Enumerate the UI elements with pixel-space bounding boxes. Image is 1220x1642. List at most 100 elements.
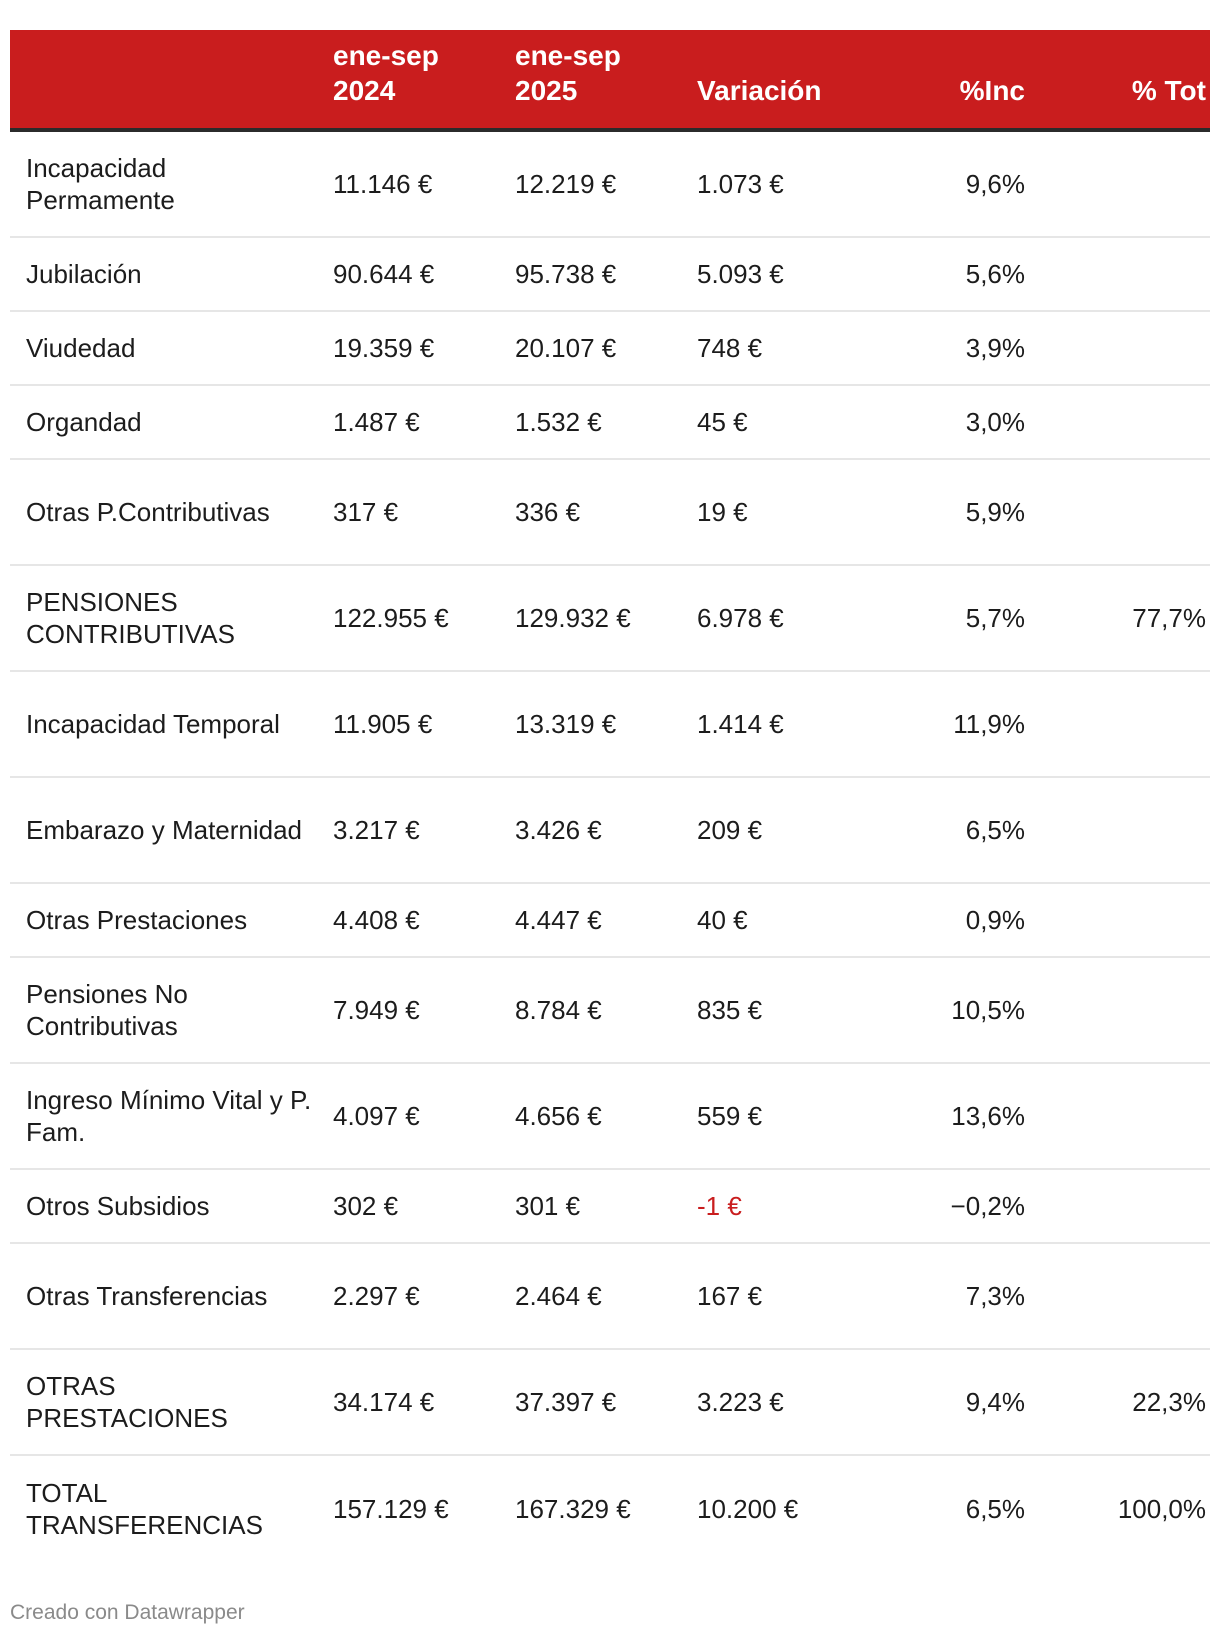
value-2025: 37.397 €: [515, 1387, 617, 1417]
value-2025: 20.107 €: [515, 333, 617, 363]
value-2024: 90.644 €: [333, 259, 435, 289]
value-tot: [1040, 1170, 1206, 1242]
table-body: Incapacidad Permamente 11.146 € 12.219 € 1.…: [10, 132, 1210, 1562]
table-row: OTRAS PRESTACIONES 34.174 € 37.397 € 3.223 …: [10, 1350, 1210, 1456]
value-variacion: 835 €: [697, 995, 763, 1025]
value-2025: 336 €: [515, 497, 581, 527]
row-label: Organdad: [26, 407, 142, 437]
value-2025: 1.532 €: [515, 407, 602, 437]
value-2024: 4.097 €: [333, 1101, 420, 1131]
value-variacion: 19 €: [697, 497, 748, 527]
value-variacion: 1.414 €: [697, 709, 784, 739]
row-label: Otras Prestaciones: [26, 905, 248, 935]
value-variacion: 40 €: [697, 905, 748, 935]
value-variacion: 748 €: [697, 333, 763, 363]
value-tot: [1040, 672, 1206, 776]
data-table: ene-sep 2024 ene-sep 2025 Variación %Inc…: [10, 30, 1210, 1562]
value-tot: [1040, 778, 1206, 882]
value-2025: 301 €: [515, 1191, 581, 1221]
value-2025: 8.784 €: [515, 995, 602, 1025]
value-inc: −0,2%: [950, 1191, 1025, 1221]
value-tot: [1040, 312, 1206, 384]
table-row: Organdad 1.487 € 1.532 € 45 € 3,0%: [10, 386, 1210, 460]
value-2024: 19.359 €: [333, 333, 435, 363]
value-tot: [1040, 238, 1206, 310]
row-label: Ingreso Mínimo Vital y P. Fam.: [26, 1085, 312, 1147]
value-2024: 3.217 €: [333, 815, 420, 845]
value-inc: 13,6%: [951, 1101, 1025, 1131]
table-row: Ingreso Mínimo Vital y P. Fam. 4.097 € 4.6…: [10, 1064, 1210, 1170]
table-row: Otras Transferencias 2.297 € 2.464 € 167 € 7…: [10, 1244, 1210, 1350]
value-2025: 2.464 €: [515, 1281, 602, 1311]
value-inc: 5,9%: [965, 497, 1025, 527]
value-tot: 22,3%: [1132, 1387, 1206, 1417]
value-variacion: 6.978 €: [697, 603, 784, 633]
table-row: Otros Subsidios 302 € 301 € -1 € −0,2%: [10, 1170, 1210, 1244]
value-2025: 12.219 €: [515, 169, 617, 199]
header-col-inc[interactable]: %Inc: [959, 75, 1025, 106]
value-inc: 10,5%: [951, 995, 1025, 1025]
value-tot: [1040, 884, 1206, 956]
value-inc: 11,9%: [953, 709, 1025, 739]
value-2025: 13.319 €: [515, 709, 617, 739]
table-header: ene-sep 2024 ene-sep 2025 Variación %Inc…: [10, 30, 1210, 132]
value-tot: [1040, 460, 1206, 564]
value-variacion: 209 €: [697, 815, 763, 845]
row-label: Otros Subsidios: [26, 1191, 210, 1221]
row-label: TOTAL TRANSFERENCIAS: [26, 1478, 263, 1540]
row-label: Incapacidad Temporal: [26, 709, 280, 739]
value-variacion: 45 €: [697, 407, 748, 437]
table-row: Pensiones No Contributivas 7.949 € 8.784 €…: [10, 958, 1210, 1064]
header-col-tot[interactable]: % Tot: [1131, 75, 1206, 106]
value-inc: 6,5%: [965, 1494, 1025, 1524]
value-tot: [1040, 386, 1206, 458]
value-2025: 95.738 €: [515, 259, 617, 289]
value-2024: 7.949 €: [333, 995, 420, 1025]
table-row: PENSIONES CONTRIBUTIVAS 122.955 € 129.932 …: [10, 566, 1210, 672]
value-inc: 3,0%: [965, 407, 1025, 437]
value-tot: [1040, 132, 1206, 236]
value-2024: 122.955 €: [333, 603, 449, 633]
value-2024: 157.129 €: [333, 1494, 449, 1524]
value-tot: 77,7%: [1132, 603, 1206, 633]
value-2025: 4.656 €: [515, 1101, 602, 1131]
value-2024: 11.146 €: [333, 169, 433, 199]
table-row: Otras Prestaciones 4.408 € 4.447 € 40 € 0,9%: [10, 884, 1210, 958]
row-label: Otras P.Contributivas: [26, 497, 270, 527]
row-label: Viudedad: [26, 333, 136, 363]
value-variacion: 10.200 €: [697, 1494, 799, 1524]
value-variacion: 1.073 €: [697, 169, 784, 199]
header-col-2025[interactable]: ene-sep 2025: [515, 40, 621, 106]
header-col-2024[interactable]: ene-sep 2024: [333, 40, 439, 106]
row-label: Embarazo y Maternidad: [26, 815, 303, 845]
value-variacion: 5.093 €: [697, 259, 784, 289]
row-label: Pensiones No Contributivas: [26, 979, 188, 1041]
value-tot: 100,0%: [1117, 1494, 1206, 1524]
value-inc: 6,5%: [965, 815, 1025, 845]
row-label: Incapacidad Permamente: [26, 153, 175, 215]
row-label: Jubilación: [26, 259, 142, 289]
value-2024: 2.297 €: [333, 1281, 420, 1311]
table-row: Embarazo y Maternidad 3.217 € 3.426 € 209 €…: [10, 778, 1210, 884]
value-variacion: 167 €: [697, 1281, 763, 1311]
header-col-variacion[interactable]: Variación: [697, 75, 822, 106]
value-inc: 5,7%: [965, 603, 1025, 633]
value-2024: 4.408 €: [333, 905, 420, 935]
table-row: Incapacidad Permamente 11.146 € 12.219 € 1.…: [10, 132, 1210, 238]
value-2024: 317 €: [333, 497, 399, 527]
row-label: Otras Transferencias: [26, 1281, 268, 1311]
value-tot: [1040, 958, 1206, 1062]
datawrapper-credit: Creado con Datawrapper: [10, 1601, 245, 1624]
value-inc: 7,3%: [965, 1281, 1025, 1311]
table-row: Incapacidad Temporal 11.905 € 13.319 € 1.41…: [10, 672, 1210, 778]
value-2024: 302 €: [333, 1191, 399, 1221]
value-2025: 167.329 €: [515, 1494, 631, 1524]
table-row: TOTAL TRANSFERENCIAS 157.129 € 167.329 € 10…: [10, 1456, 1210, 1562]
row-label: PENSIONES CONTRIBUTIVAS: [26, 587, 235, 649]
value-inc: 3,9%: [965, 333, 1025, 363]
value-inc: 9,4%: [965, 1387, 1025, 1417]
table-row: Jubilación 90.644 € 95.738 € 5.093 € 5,6%: [10, 238, 1210, 312]
value-2025: 4.447 €: [515, 905, 602, 935]
value-variacion: -1 €: [697, 1191, 742, 1221]
value-inc: 0,9%: [965, 905, 1025, 935]
